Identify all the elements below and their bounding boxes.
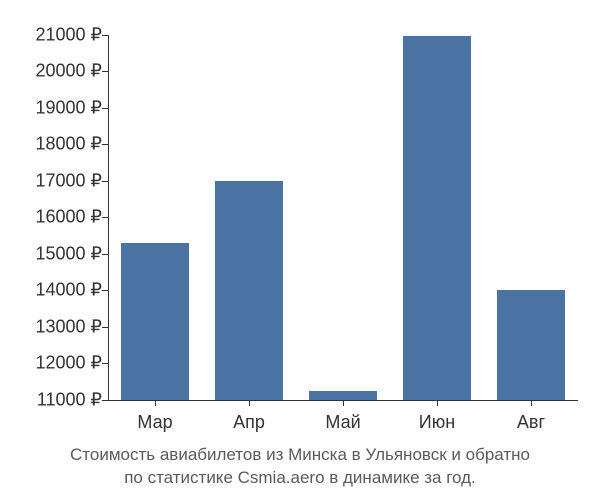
bars-group (108, 20, 578, 400)
y-tick-label: 21000 ₽ (35, 24, 102, 45)
y-axis-line (108, 35, 109, 400)
x-tick-mark (531, 400, 532, 406)
x-tick-mark (437, 400, 438, 406)
bar (403, 36, 471, 400)
y-tick-label: 17000 ₽ (35, 170, 102, 191)
y-tick-label: 11000 ₽ (37, 390, 102, 411)
x-tick-mark (343, 400, 344, 406)
x-tick-mark (155, 400, 156, 406)
x-tick-label: Авг (517, 412, 545, 433)
y-tick-label: 12000 ₽ (35, 353, 102, 374)
y-tick-label: 14000 ₽ (35, 280, 102, 301)
y-tick-label: 15000 ₽ (35, 243, 102, 264)
bar (497, 290, 565, 400)
y-tick-label: 13000 ₽ (35, 316, 102, 337)
x-tick-label: Июн (419, 412, 455, 433)
x-tick-label: Апр (233, 412, 265, 433)
caption-line-2: по статистике Csmia.aero в динамике за г… (124, 468, 476, 487)
y-axis: 11000 ₽12000 ₽13000 ₽14000 ₽15000 ₽16000… (0, 20, 102, 400)
chart-caption: Стоимость авиабилетов из Минска в Ульяно… (0, 444, 600, 490)
y-tick-label: 18000 ₽ (35, 134, 102, 155)
y-tick-label: 19000 ₽ (35, 97, 102, 118)
x-tick-label: Мар (137, 412, 172, 433)
bar (309, 391, 377, 400)
bar (215, 181, 283, 400)
bar-chart: 11000 ₽ 12000 ₽ 13000 ₽ 14000 ₽ 15000 ₽ 16000… (0, 0, 600, 500)
y-tick-label: 20000 ₽ (35, 61, 102, 82)
bar (121, 243, 189, 400)
x-tick-mark (249, 400, 250, 406)
caption-line-1: Стоимость авиабилетов из Минска в Ульяно… (70, 445, 530, 464)
y-tick-label: 16000 ₽ (35, 207, 102, 228)
x-tick-label: Май (325, 412, 360, 433)
plot-area (108, 20, 578, 400)
